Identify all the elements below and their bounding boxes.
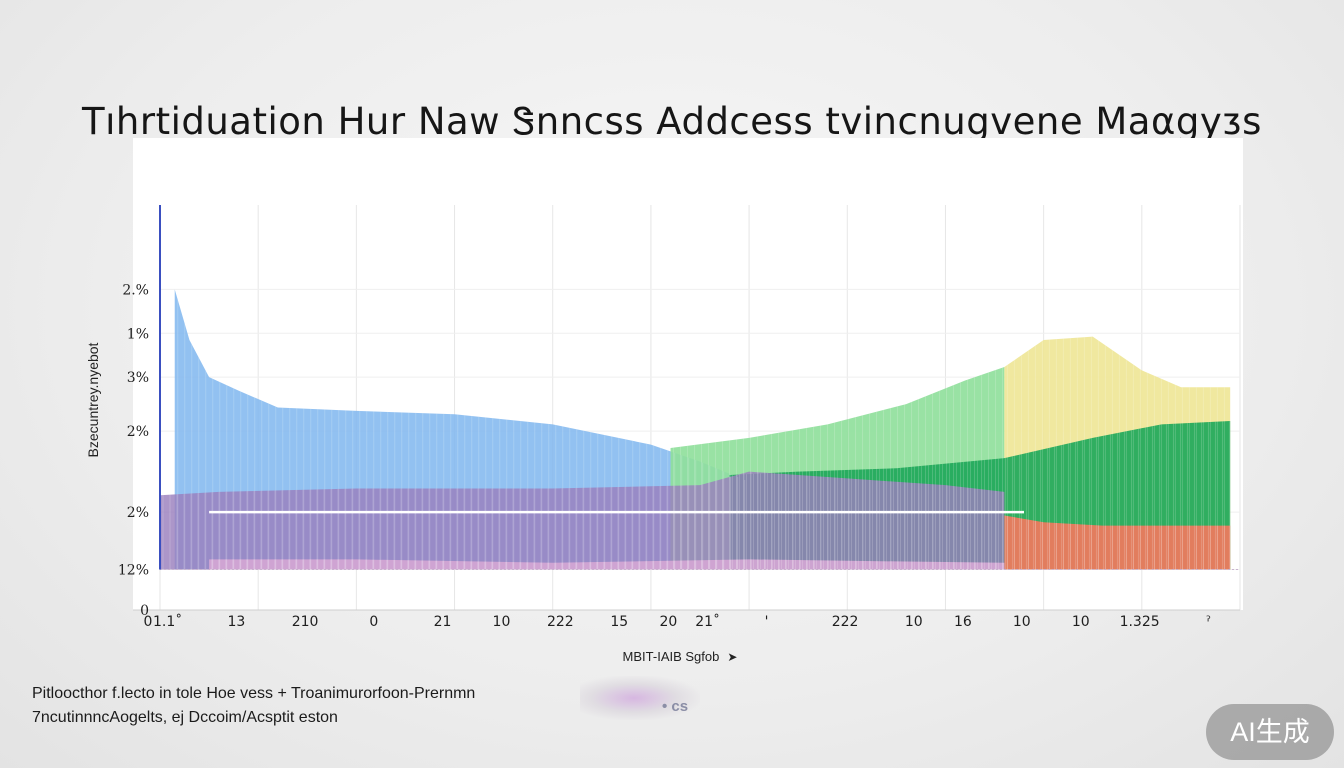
- x-tick-label: 10: [1013, 614, 1031, 630]
- x-tick-label: 21˚: [695, 613, 720, 630]
- x-axis-label-row: MBIT-IAIB Sgfob ➤: [560, 649, 800, 664]
- y-tick-label: 12%: [118, 563, 149, 579]
- x-tick-label: ˀ: [1206, 614, 1211, 630]
- x-tick-label: ': [765, 614, 769, 630]
- chart-title: Tıhrtiduation Hur Naw Ꮥnncss Addcess tvi…: [82, 100, 1262, 143]
- series-area-pink: [209, 559, 1005, 570]
- smudge-text: • cs: [662, 698, 689, 715]
- y-tick-label: 3%: [127, 370, 149, 386]
- caption-line-2: 7ncutinnncAogelts, ej Dccoim/Acsptit est…: [32, 709, 338, 726]
- x-tick-label: 1.1˚: [153, 613, 182, 630]
- x-tick-label: 20: [659, 614, 677, 630]
- x-tick-label: 10: [905, 614, 923, 630]
- x-tick-label: 10: [493, 614, 511, 630]
- x-tick-label: 1.325: [1120, 614, 1160, 630]
- x-tick-label: 15: [610, 614, 628, 630]
- x-tick-label: 222: [547, 614, 574, 630]
- axes: [133, 205, 1240, 611]
- area-stripes: [160, 299, 1240, 570]
- y-tick-label: 2.%: [122, 282, 149, 298]
- x-tick-label: 21: [434, 614, 452, 630]
- x-tick-label: 210: [292, 614, 319, 630]
- caption-line-1: Pitloocthor f.lecto in tole Hoe vess + T…: [32, 685, 476, 702]
- x-tick-label: 16: [954, 614, 972, 630]
- y-tick-label: 2%: [127, 505, 149, 521]
- ai-generated-badge: AI生成: [1206, 704, 1334, 760]
- x-tick-label: 10: [1072, 614, 1090, 630]
- y-axis-label: Bzecuntrey.nyebot: [85, 342, 101, 458]
- y-tick-label: 1%: [127, 326, 149, 342]
- x-tick-label: 13: [227, 614, 245, 630]
- x-tick-label: 222: [832, 614, 859, 630]
- series-area-coral: [1004, 515, 1231, 570]
- y-tick-label: 2%: [127, 424, 149, 440]
- smudge-mark: [580, 676, 700, 720]
- x-tick-label: 0: [369, 614, 378, 630]
- caption: Pitloocthor f.lecto in tole Hoe vess + T…: [32, 682, 475, 730]
- arrow-icon: ➤: [727, 650, 738, 664]
- y-tick-label: 0: [140, 603, 149, 619]
- x-axis-label: MBIT-IAIB Sgfob: [622, 649, 720, 664]
- area-series: [160, 289, 1231, 570]
- series-area-purple: [160, 471, 1005, 570]
- x-tick-label: 0: [144, 614, 153, 630]
- y-tick-labels: 0 12% 2% 2% 3% 1% 2.%: [118, 282, 149, 619]
- x-tick-labels: 0 1.1˚ 13 210 0 21 10 222 15 20 21˚ ' 222 10 16 10 10 1.3…: [144, 613, 1211, 630]
